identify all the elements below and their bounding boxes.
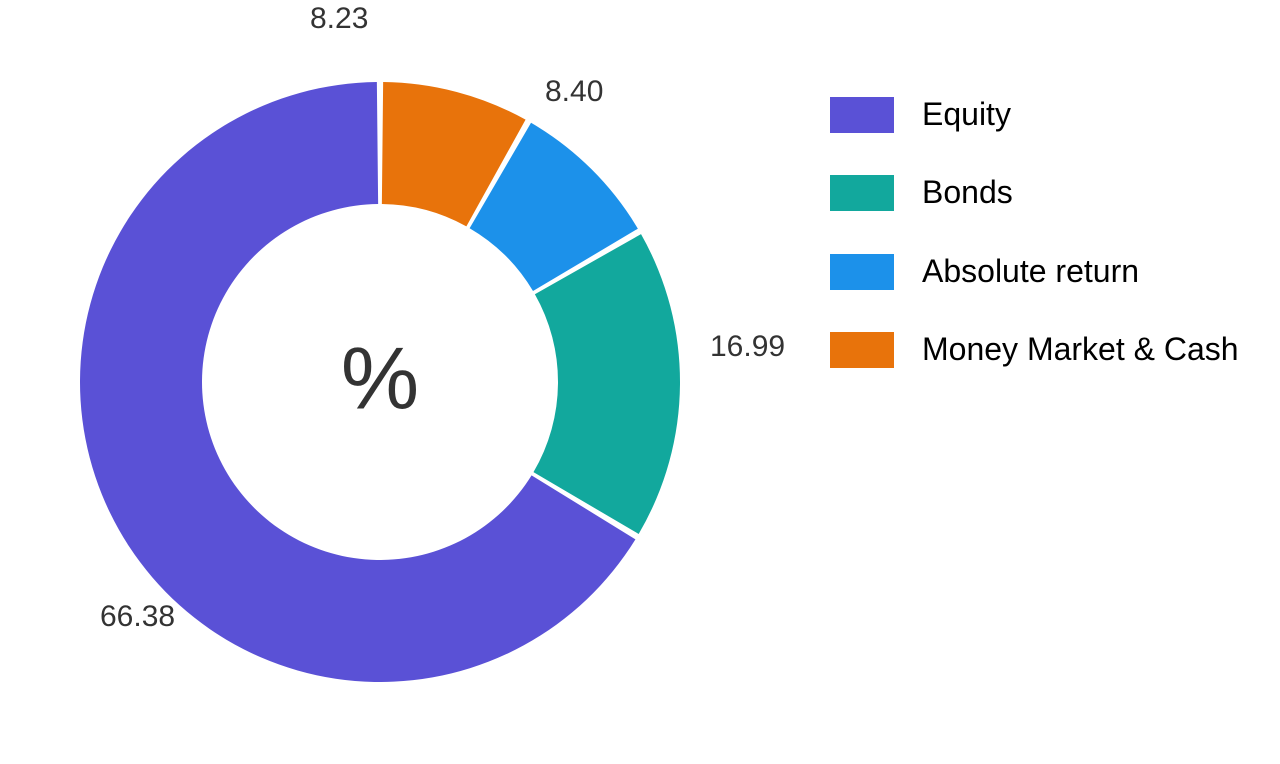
legend-swatch-bonds — [830, 175, 894, 211]
legend-label-absolute_return: Absolute return — [922, 252, 1139, 290]
donut-chart: % 8.238.4016.9966.38 — [60, 30, 700, 734]
legend: Equity Bonds Absolute return Money Market &… — [830, 95, 1239, 369]
legend-item-equity: Equity — [830, 95, 1239, 133]
slice-label-bonds: 16.99 — [710, 330, 785, 364]
legend-label-bonds: Bonds — [922, 173, 1013, 211]
legend-item-bonds: Bonds — [830, 173, 1239, 211]
slice-label-equity: 66.38 — [100, 600, 175, 634]
chart-container: % 8.238.4016.9966.38 EquityBondsAbsolute… — [0, 0, 1280, 764]
legend-swatch-absolute_return — [830, 254, 894, 290]
legend-swatch-money_market_cash — [830, 332, 894, 368]
slice-label-absolute_return: 8.40 — [545, 75, 603, 109]
legend-label-equity: Equity — [922, 95, 1011, 133]
center-label: % — [341, 334, 419, 422]
slice-bonds — [533, 234, 680, 534]
legend-label-money_market_cash: Money Market & Cash — [922, 330, 1239, 368]
legend-swatch-equity — [830, 97, 894, 133]
legend-item-absolute_return: Absolute return — [830, 252, 1239, 290]
legend-item-money_market_cash: Money Market & Cash — [830, 330, 1239, 368]
slice-label-money_market_cash: 8.23 — [310, 2, 368, 36]
